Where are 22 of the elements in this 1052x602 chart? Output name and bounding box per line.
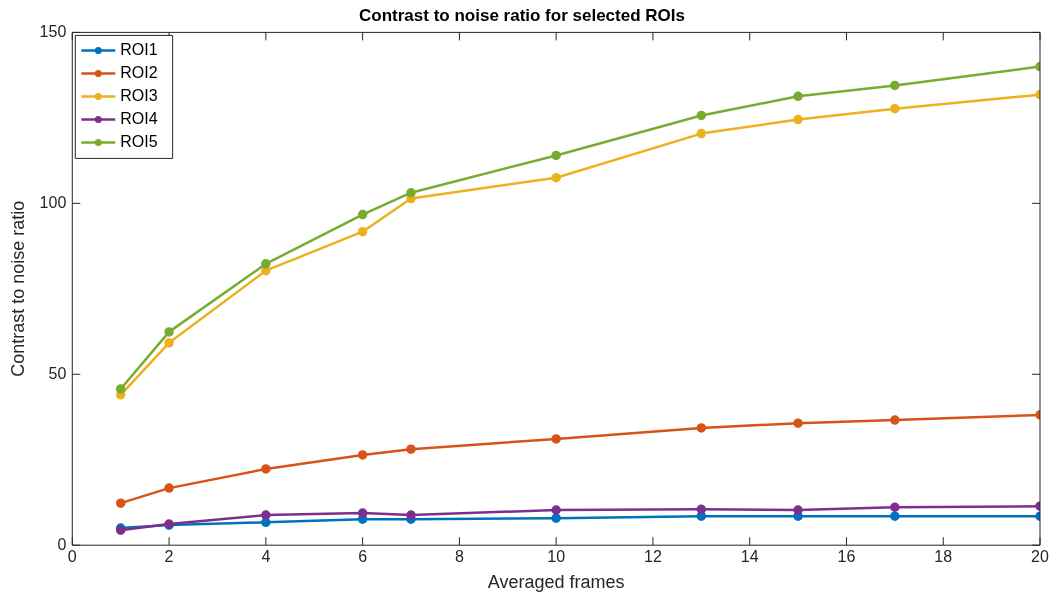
x-tick-label: 2 (164, 548, 174, 566)
x-tick-label: 18 (934, 548, 953, 566)
x-tick-label: 10 (547, 548, 566, 566)
y-tick-label: 50 (48, 364, 67, 382)
x-axis-title: Averaged frames (487, 572, 625, 593)
x-tick-label: 6 (358, 548, 368, 566)
x-tick-label: 20 (1031, 548, 1049, 566)
x-tick-label: 12 (644, 548, 662, 566)
legend-label: ROI3 (120, 86, 158, 104)
y-tick-label: 150 (39, 22, 67, 40)
legend-label: ROI4 (120, 109, 158, 127)
legend-label: ROI2 (120, 63, 158, 81)
x-tick-label: 4 (261, 548, 271, 566)
x-tick-label: 8 (454, 548, 464, 566)
y-tick-label: 100 (39, 193, 67, 211)
y-tick-label: 0 (57, 535, 67, 553)
y-axis-title: Contrast to noise ratio (7, 200, 28, 377)
legend-label: ROI1 (120, 40, 158, 58)
chart-title: Contrast to noise ratio for selected ROIs (359, 5, 685, 25)
x-tick-label: 14 (740, 548, 759, 566)
legend-label: ROI5 (120, 132, 158, 150)
x-tick-label: 16 (837, 548, 856, 566)
